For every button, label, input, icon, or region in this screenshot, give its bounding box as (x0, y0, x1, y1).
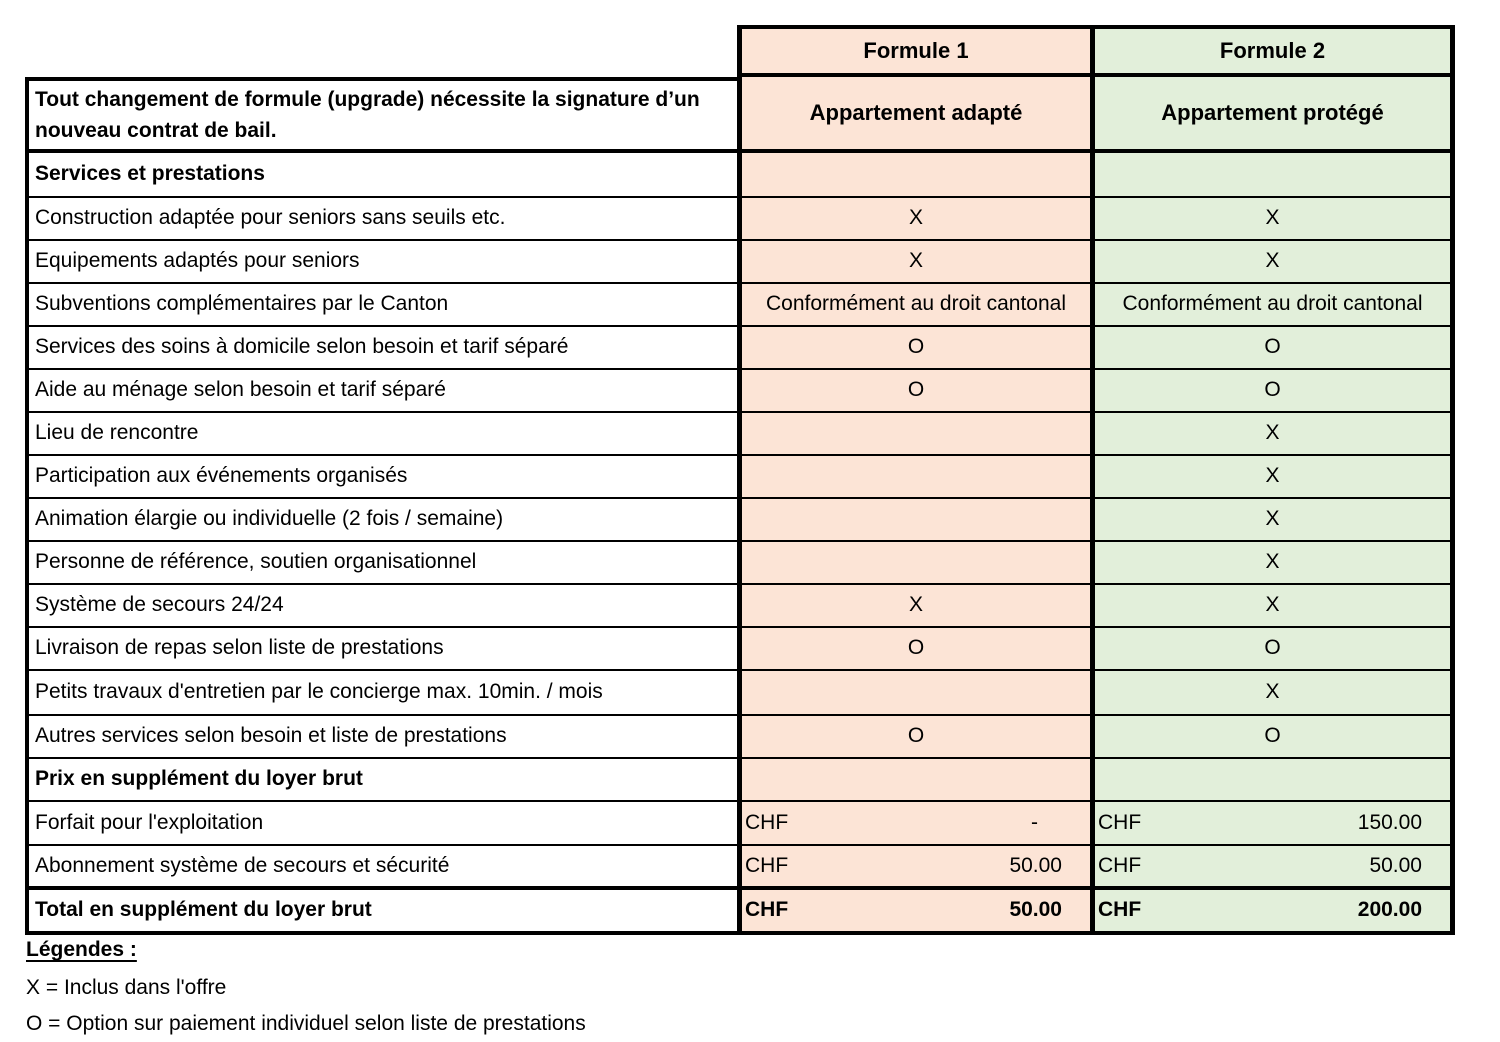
row-label-abonnement: Abonnement système de secours et sécurit… (29, 846, 737, 890)
formule2-value-autres-services: O (1095, 716, 1450, 759)
formule2-value-participation: X (1095, 456, 1450, 499)
formule1-section-spacer (742, 153, 1090, 198)
amount-value: 50.00 (1009, 898, 1062, 922)
amount-value: 200.00 (1357, 898, 1422, 922)
formule2-section-spacer (1095, 153, 1450, 198)
row-label-autres-services: Autres services selon besoin et liste de… (29, 716, 737, 759)
formule2-subtitle: Appartement protégé (1095, 77, 1450, 153)
criteria-column: Tout changement de formule (upgrade) néc… (25, 77, 737, 935)
formule1-column: Formule 1 Appartement adapté X X Conform… (737, 25, 1095, 935)
amount-value: 50.00 (1009, 853, 1062, 877)
row-label-equipements: Equipements adaptés pour seniors (29, 241, 737, 284)
upgrade-note-cell: Tout changement de formule (upgrade) néc… (29, 81, 737, 153)
formule2-prix-spacer (1095, 759, 1450, 802)
formule1-value-participation (742, 456, 1090, 499)
formule2-value-petits-travaux: X (1095, 671, 1450, 716)
formule2-value-soins: O (1095, 327, 1450, 370)
formule1-value-subventions: Conformément au droit cantonal (742, 284, 1090, 327)
formule2-value-subventions: Conformément au droit cantonal (1095, 284, 1450, 327)
row-label-subventions: Subventions complémentaires par le Canto… (29, 284, 737, 327)
legend-x-item: X = Inclus dans l'offre (26, 976, 227, 999)
formule2-value-construction: X (1095, 198, 1450, 241)
legend-o-item: O = Option sur paiement individuel selon… (26, 1012, 586, 1035)
formule1-title: Formule 1 (742, 29, 1090, 77)
row-label-forfait: Forfait pour l'exploitation (29, 802, 737, 846)
amount-value: 50.00 (1369, 853, 1422, 877)
formule2-value-personne-reference: X (1095, 542, 1450, 585)
row-label-soins: Services des soins à domicile selon beso… (29, 327, 737, 370)
formule2-title: Formule 2 (1095, 29, 1450, 77)
currency-label: CHF (745, 810, 789, 834)
formule2-total-cell: CHF 200.00 (1095, 890, 1450, 935)
currency-label: CHF (1098, 853, 1142, 877)
formule1-prix-spacer (742, 759, 1090, 802)
amount-value: 150.00 (1357, 810, 1422, 834)
row-label-personne-reference: Personne de référence, soutien organisat… (29, 542, 737, 585)
currency-label: CHF (1098, 898, 1142, 922)
formule2-value-lieu-rencontre: X (1095, 413, 1450, 456)
formule1-value-autres-services: O (742, 716, 1090, 759)
row-label-lieu-rencontre: Lieu de rencontre (29, 413, 737, 456)
row-label-total: Total en supplément du loyer brut (29, 890, 737, 935)
formule2-value-animation: X (1095, 499, 1450, 542)
row-label-petits-travaux: Petits travaux d'entretien par le concie… (29, 671, 737, 716)
formule2-forfait-cell: CHF 150.00 (1095, 802, 1450, 846)
formule1-value-lieu-rencontre (742, 413, 1090, 456)
row-label-aide-menage: Aide au ménage selon besoin et tarif sép… (29, 370, 737, 413)
formule1-value-aide-menage: O (742, 370, 1090, 413)
row-label-livraison-repas: Livraison de repas selon liste de presta… (29, 628, 737, 671)
formule1-value-systeme-secours: X (742, 585, 1090, 628)
formule1-value-personne-reference (742, 542, 1090, 585)
formule1-forfait-cell: CHF - (742, 802, 1090, 846)
formule2-value-systeme-secours: X (1095, 585, 1450, 628)
row-label-systeme-secours: Système de secours 24/24 (29, 585, 737, 628)
legend-title: Légendes : (26, 938, 137, 961)
section-prix-title: Prix en supplément du loyer brut (29, 759, 737, 802)
formule1-value-soins: O (742, 327, 1090, 370)
formule2-value-equipements: X (1095, 241, 1450, 284)
formule1-value-construction: X (742, 198, 1090, 241)
formule1-abonnement-cell: CHF 50.00 (742, 846, 1090, 890)
row-label-construction: Construction adaptée pour seniors sans s… (29, 198, 737, 241)
row-label-animation: Animation élargie ou individuelle (2 foi… (29, 499, 737, 542)
formule1-value-livraison-repas: O (742, 628, 1090, 671)
currency-label: CHF (745, 853, 789, 877)
amount-value: - (1031, 810, 1038, 834)
row-label-participation: Participation aux événements organisés (29, 456, 737, 499)
currency-label: CHF (745, 898, 789, 922)
formule1-value-equipements: X (742, 241, 1090, 284)
currency-label: CHF (1098, 810, 1142, 834)
section-services-title: Services et prestations (29, 153, 737, 198)
formule1-value-animation (742, 499, 1090, 542)
formule2-value-aide-menage: O (1095, 370, 1450, 413)
formule1-value-petits-travaux (742, 671, 1090, 716)
formule2-value-livraison-repas: O (1095, 628, 1450, 671)
formule1-total-cell: CHF 50.00 (742, 890, 1090, 935)
formule1-subtitle: Appartement adapté (742, 77, 1090, 153)
formule2-column: Formule 2 Appartement protégé X X Confor… (1095, 25, 1455, 935)
formule2-abonnement-cell: CHF 50.00 (1095, 846, 1450, 890)
